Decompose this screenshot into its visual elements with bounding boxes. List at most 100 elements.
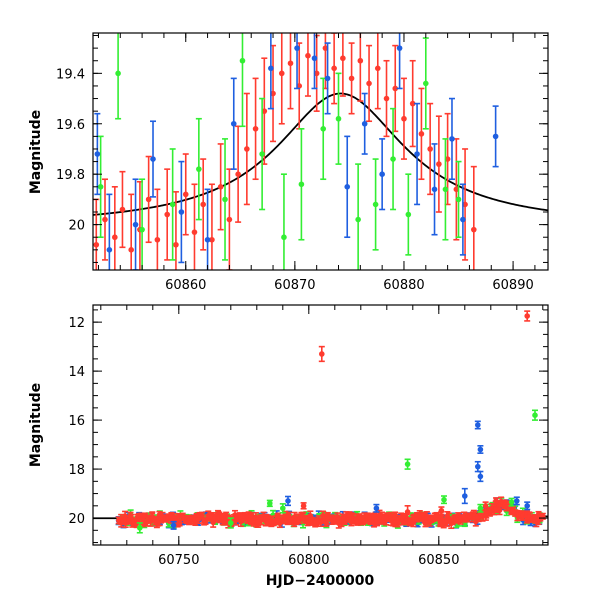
- data-point-red: [172, 191, 179, 270]
- y-tick-label: 19.4: [56, 67, 85, 82]
- data-point-blue: [106, 193, 113, 270]
- data-point-red: [482, 501, 489, 511]
- data-point-blue: [513, 496, 520, 506]
- data-point-blue: [178, 160, 185, 264]
- data-point-red: [119, 170, 126, 249]
- data-point-green: [390, 107, 397, 211]
- data-point-blue: [230, 77, 237, 170]
- data-point-green: [195, 117, 202, 221]
- data-point-red: [304, 33, 311, 97]
- data-point-red: [300, 502, 307, 510]
- data-point-green: [169, 148, 176, 261]
- data-point-green: [320, 77, 327, 181]
- data-point-green: [508, 497, 515, 507]
- data-point-blue: [448, 97, 455, 181]
- data-point-green: [97, 135, 104, 239]
- data-point-red: [404, 505, 411, 519]
- data-point-red: [331, 33, 338, 105]
- bottom-ticks-layer: 60750 60800 60850 12 14 16 18 20: [68, 305, 548, 568]
- data-point-green: [227, 517, 234, 529]
- data-point-green: [259, 97, 266, 211]
- data-point-red: [435, 115, 442, 213]
- y-tick-label: 18: [68, 463, 85, 478]
- top-ticks-layer: 60860 60870 60880 60890 19.4 19.6 19.8 20: [56, 33, 548, 293]
- data-point-blue: [94, 112, 101, 196]
- y-tick-label: 19.6: [56, 118, 85, 133]
- x-tick-label: 60850: [418, 553, 459, 568]
- data-point-red: [427, 102, 434, 196]
- data-point-blue: [311, 33, 318, 90]
- data-point-blue: [477, 470, 484, 483]
- data-point-green: [115, 33, 122, 120]
- data-point-blue: [324, 42, 331, 115]
- data-point-red: [493, 497, 499, 505]
- data-point-red: [128, 193, 135, 270]
- data-point-green: [355, 163, 362, 270]
- data-point-red: [235, 125, 242, 223]
- data-point-blue: [294, 33, 301, 90]
- data-point-red: [470, 165, 477, 270]
- data-point-green: [372, 158, 379, 251]
- data-point-blue: [204, 188, 211, 270]
- data-point-blue: [459, 183, 466, 256]
- data-point-green: [280, 173, 287, 270]
- bottom-points-layer: [115, 310, 546, 534]
- data-point-blue: [285, 495, 291, 507]
- data-point-blue: [474, 460, 481, 473]
- data-point-red: [409, 59, 416, 148]
- data-point-green: [532, 409, 538, 421]
- y-tick-label: 20: [68, 512, 85, 527]
- data-point-blue: [414, 102, 421, 206]
- data-point-blue: [132, 178, 139, 270]
- x-tick-label: 60880: [383, 278, 424, 293]
- model-curve: [93, 92, 548, 216]
- data-point-green: [139, 178, 146, 270]
- data-point-blue: [477, 445, 484, 454]
- bottom-y-axis-label: Magnitude: [28, 383, 44, 467]
- data-point-blue: [150, 120, 157, 198]
- data-point-red: [318, 345, 325, 363]
- y-tick-label: 16: [68, 414, 85, 429]
- data-point-red: [164, 168, 171, 261]
- data-point-red: [191, 183, 198, 270]
- data-point-red: [93, 198, 100, 270]
- data-point-red: [503, 502, 510, 512]
- data-point-green: [335, 72, 342, 165]
- data-point-red: [102, 178, 109, 261]
- bottom-plot-frame: [92, 304, 549, 546]
- data-point-green: [222, 138, 229, 261]
- data-point-blue: [461, 487, 468, 505]
- data-point-green: [239, 33, 246, 128]
- data-point-red: [287, 33, 294, 110]
- data-point-blue: [379, 138, 386, 211]
- y-tick-label: 14: [68, 365, 85, 380]
- data-point-green: [404, 458, 411, 470]
- data-point-blue: [524, 501, 531, 511]
- data-point-red: [200, 158, 207, 251]
- data-point-green: [298, 128, 305, 241]
- data-point-red: [339, 33, 346, 97]
- data-point-red: [374, 33, 381, 110]
- data-point-red: [111, 185, 118, 270]
- data-point-red: [243, 92, 250, 206]
- x-tick-label: 60890: [492, 278, 533, 293]
- data-point-blue: [361, 92, 368, 155]
- top-y-axis-label: Magnitude: [28, 110, 44, 194]
- data-point-green: [136, 522, 143, 534]
- data-point-red: [348, 42, 355, 115]
- data-point-red: [400, 77, 407, 160]
- data-point-red: [145, 155, 152, 244]
- bottom-panel: 60750 60800 60850 12 14 16 18 20 Magnitude HJD−…: [28, 304, 549, 589]
- y-tick-label: 12: [68, 316, 85, 331]
- x-tick-label: 60870: [274, 278, 315, 293]
- data-point-green: [455, 160, 462, 239]
- data-point-blue: [474, 420, 481, 430]
- x-tick-label: 60800: [288, 553, 329, 568]
- data-point-red: [383, 59, 390, 138]
- top-panel: 60860 60870 60880 60890 19.4 19.6 19.8 20 Magni…: [28, 32, 549, 293]
- data-point-green: [405, 173, 412, 256]
- data-point-green: [441, 495, 447, 505]
- top-plot-frame: [92, 32, 549, 271]
- data-point-red: [154, 188, 161, 270]
